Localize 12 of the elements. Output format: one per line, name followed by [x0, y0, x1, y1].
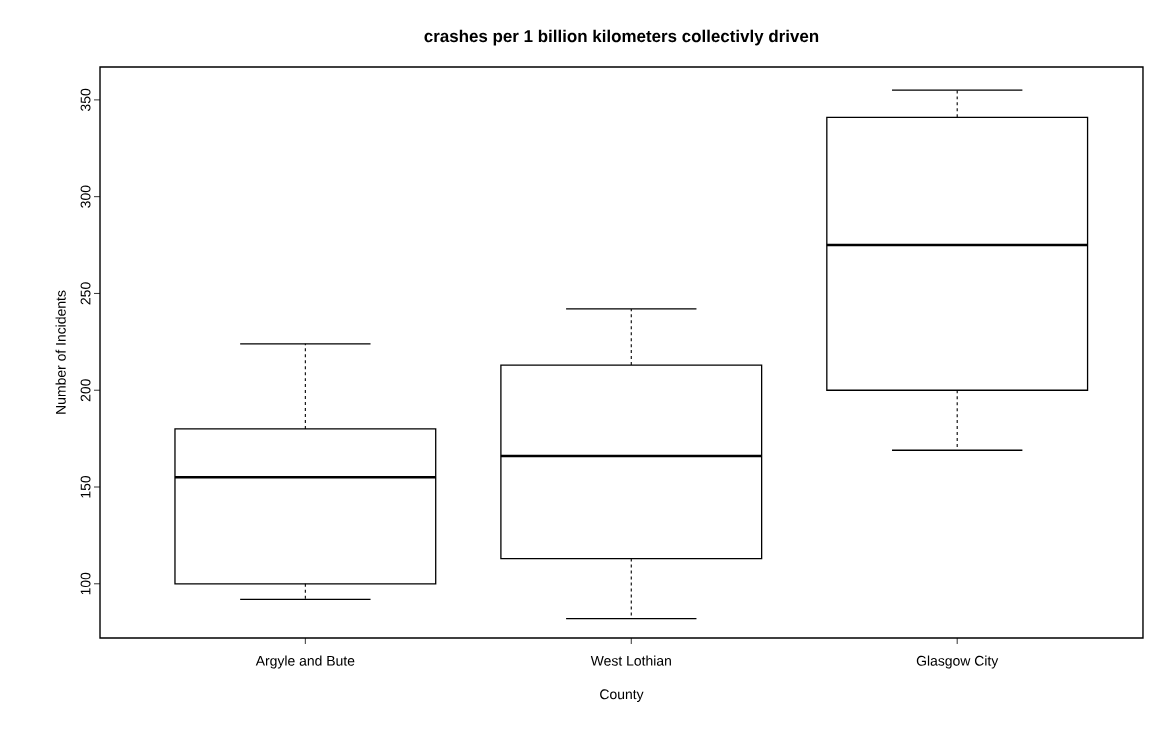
y-axis-title: Number of Incidents [55, 290, 66, 414]
x-tick-label: West Lothian [590, 655, 671, 666]
y-tick-label: 350 [80, 88, 91, 111]
x-tick-label: Glasgow City [916, 655, 999, 669]
x-axis-title: County [600, 689, 644, 702]
y-tick-label: 150 [80, 475, 91, 498]
y-tick-label: 250 [80, 282, 91, 305]
x-tick-label: Argyle and Bute [255, 655, 355, 669]
y-tick-label: 100 [80, 572, 91, 595]
chart-title: crashes per 1 billion kilometers collectivly driven [424, 29, 819, 46]
y-tick-label: 200 [80, 379, 91, 402]
y-tick-label: 300 [80, 185, 91, 208]
